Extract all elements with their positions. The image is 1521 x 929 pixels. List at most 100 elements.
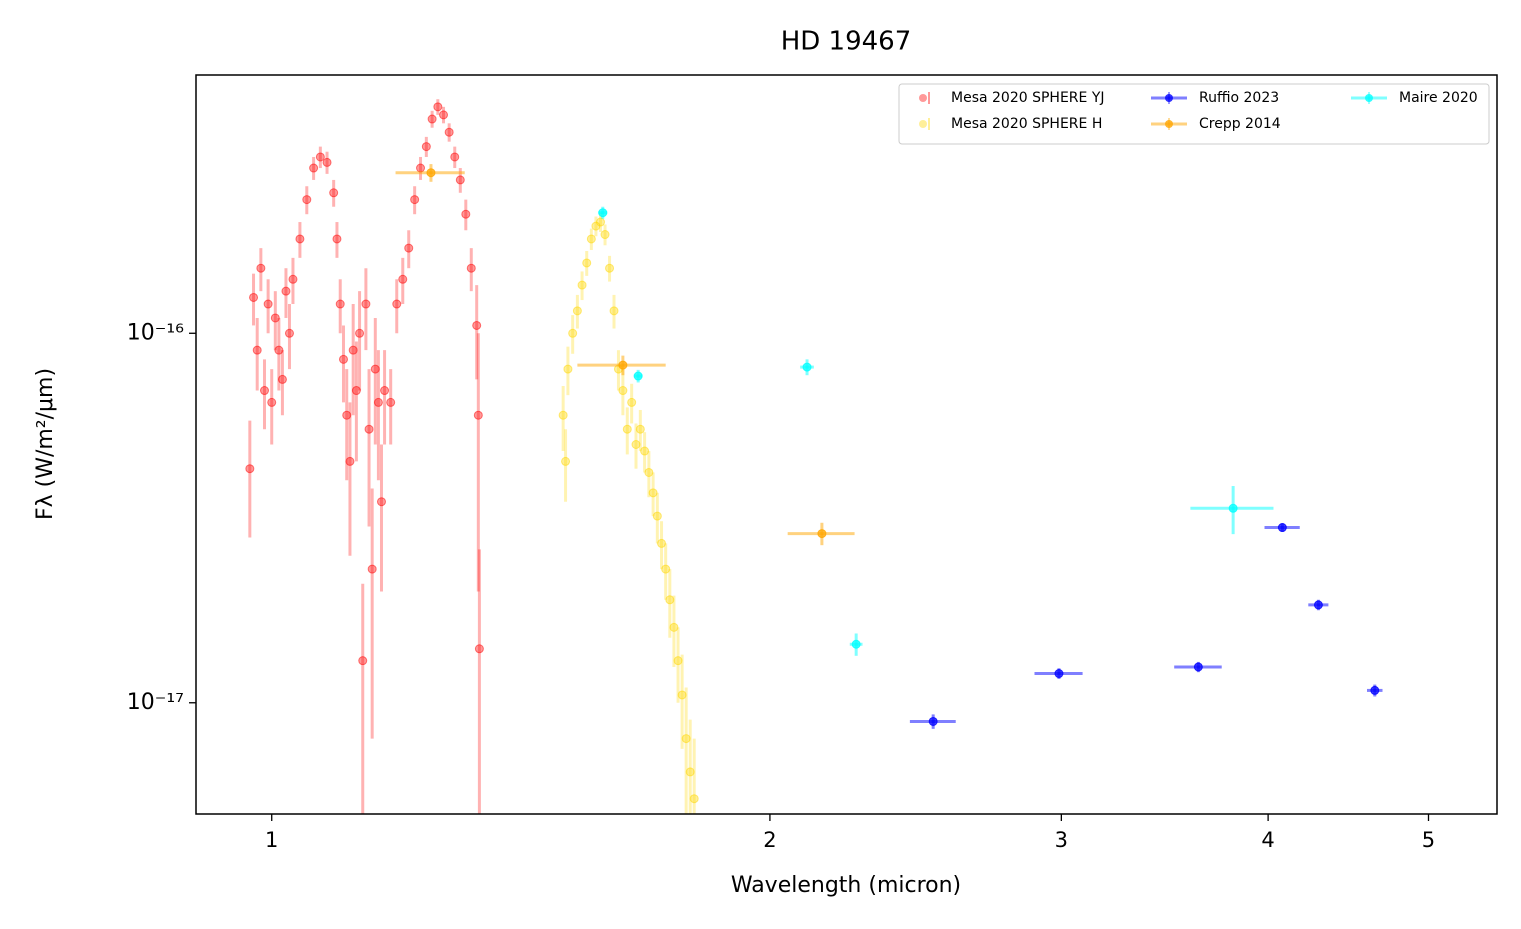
data-point [461, 209, 471, 219]
data-point [665, 595, 675, 605]
data-point [284, 328, 294, 338]
y-tick-label: 10⁻¹⁷ [127, 690, 184, 715]
data-point [681, 734, 691, 744]
chart-title: HD 19467 [781, 27, 912, 57]
legend-box [898, 83, 1490, 145]
data-point [851, 639, 861, 649]
legend-label: Mesa 2020 SPHERE YJ [951, 90, 1105, 106]
data-point [270, 313, 280, 323]
data-point [376, 497, 386, 507]
data-point [640, 446, 650, 456]
x-tick-label: 5 [1422, 828, 1435, 852]
x-axis-label: Wavelength (micron) [731, 873, 961, 898]
data-point [817, 529, 827, 539]
data-point [474, 644, 484, 654]
legend-label: Ruffio 2023 [1199, 90, 1279, 106]
data-point [455, 175, 465, 185]
data-point [1370, 685, 1380, 695]
data-point [252, 345, 262, 355]
data-point [355, 328, 365, 338]
data-point [595, 217, 605, 227]
data-point [802, 362, 812, 372]
data-point [322, 157, 332, 167]
data-point [335, 299, 345, 309]
axes-frame [195, 74, 1498, 815]
data-point [928, 716, 938, 726]
data-point [367, 564, 377, 574]
x-tick-label: 1 [265, 828, 278, 852]
data-point [673, 656, 683, 666]
data-point [288, 274, 298, 284]
data-point [450, 152, 460, 162]
data-point [338, 354, 348, 364]
data-point [631, 440, 641, 449]
data-point [558, 410, 568, 420]
data-point [472, 320, 482, 330]
data-point [563, 364, 573, 374]
data-point [281, 286, 291, 296]
data-point [572, 306, 582, 316]
legend-label: Maire 2020 [1399, 90, 1478, 106]
data-point [635, 424, 645, 434]
data-point [380, 386, 390, 396]
legend-handle-marker [1165, 120, 1173, 128]
data-point [689, 794, 699, 804]
legend-label: Mesa 2020 SPHERE H [951, 116, 1102, 132]
data-point [263, 299, 273, 309]
data-point [561, 456, 571, 466]
legend-handle-marker [919, 120, 927, 128]
data-point [473, 410, 483, 420]
data-point [364, 424, 374, 434]
data-point [605, 263, 615, 273]
data-point [657, 538, 667, 548]
data-point [433, 102, 443, 112]
data-point [249, 292, 259, 302]
data-point [586, 234, 596, 244]
data-point [421, 142, 431, 152]
data-point [1228, 503, 1238, 513]
data-point [256, 263, 266, 273]
data-point [577, 280, 587, 290]
data-point [277, 374, 287, 384]
data-point [648, 488, 658, 498]
data-point [267, 397, 277, 407]
data-point [404, 243, 414, 253]
x-tick-label: 2 [763, 828, 776, 852]
x-tick-label: 4 [1261, 828, 1274, 852]
data-point [295, 234, 305, 244]
data-point [1193, 662, 1203, 672]
data-point [669, 622, 679, 632]
data-point [315, 152, 325, 162]
data-point [274, 345, 284, 355]
data-point [644, 467, 654, 477]
data-point [260, 386, 270, 396]
data-point [466, 263, 476, 273]
data-point [444, 127, 454, 137]
data-point [332, 234, 342, 244]
data-point [302, 195, 312, 205]
data-point [685, 767, 695, 777]
data-point [661, 564, 671, 574]
y-tick-label: 10⁻¹⁶ [127, 320, 184, 345]
data-point [1313, 600, 1323, 610]
data-point [245, 464, 255, 474]
y-axis-label: Fλ (W/m²/μm) [33, 368, 58, 520]
data-point [358, 656, 368, 666]
data-point [342, 410, 352, 420]
data-point [386, 397, 396, 407]
data-point [609, 306, 619, 316]
data-point [427, 114, 437, 124]
data-point [348, 345, 358, 355]
data-point [568, 328, 578, 338]
data-point [426, 168, 436, 178]
legend-handle-marker [1365, 94, 1373, 102]
data-point [370, 364, 380, 374]
legend: Mesa 2020 SPHERE YJ Mesa 2020 SPHERE H Ruf… [898, 83, 1490, 145]
data-point [618, 360, 628, 370]
data-point [633, 371, 643, 381]
data-point [618, 386, 628, 396]
data-point [652, 511, 662, 521]
data-point [345, 456, 355, 466]
data-point [439, 110, 449, 120]
